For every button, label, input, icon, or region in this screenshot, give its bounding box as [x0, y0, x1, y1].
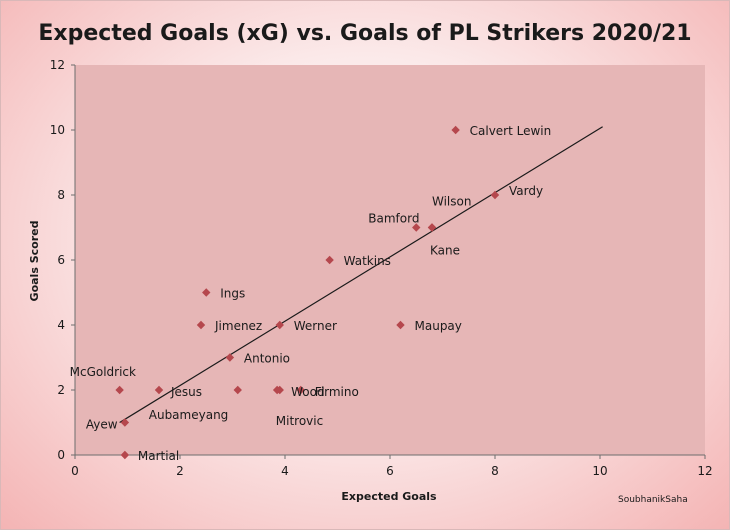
data-point-jimenez: [196, 320, 206, 330]
y-tick-labels: 0 2 4 6 8 10 12: [50, 58, 65, 462]
point-label-jesus: Jesus: [170, 385, 202, 399]
x-tick-labels: 0 2 4 6 8 10 12: [71, 464, 712, 478]
data-point-watkins: [325, 255, 334, 265]
point-label-antonio: Antonio: [244, 352, 290, 366]
data-point-maupay: [396, 320, 405, 330]
y-tick-label: 6: [57, 253, 65, 267]
data-point-bamford: [412, 223, 421, 232]
point-label-mcgoldrick: McGoldrick: [70, 365, 136, 379]
x-axis-title: Expected Goals: [341, 490, 437, 503]
y-tick-label: 10: [50, 123, 65, 137]
point-label-mitrovic: Mitrovic: [276, 414, 323, 428]
x-tick-label: 10: [592, 464, 607, 478]
y-tick-label: 12: [50, 58, 65, 72]
y-tick-label: 4: [57, 318, 65, 332]
data-point-antonio: [225, 353, 235, 362]
plot-area: [75, 65, 705, 455]
point-label-bamford: Bamford: [368, 212, 419, 226]
x-tick-label: 2: [176, 464, 184, 478]
point-label-ayew: Ayew: [86, 418, 118, 432]
credit-text: SoubhanikSaha: [618, 495, 688, 505]
point-label-wood: Wood: [291, 385, 324, 399]
x-tick-label: 12: [697, 464, 712, 478]
point-label-maupay: Maupay: [415, 319, 462, 333]
y-axis-title: Goals Scored: [28, 221, 41, 302]
x-tick-label: 0: [71, 464, 79, 478]
data-point-martial: [120, 450, 130, 460]
point-label-watkins: Watkins: [344, 254, 391, 268]
data-point-ings: [202, 288, 211, 297]
y-tick-label: 8: [57, 188, 65, 202]
axes: [71, 64, 706, 459]
x-tick-label: 8: [491, 464, 499, 478]
point-label-aubameyang: Aubameyang: [149, 408, 229, 422]
point-labels: Calvert Lewin Vardy Wilson Bamford Kane Watki…: [70, 124, 552, 463]
data-points: [115, 125, 500, 460]
data-point-mitrovic: [275, 385, 284, 395]
y-tick-label: 0: [57, 448, 65, 462]
data-point-mcgoldrick: [115, 385, 124, 395]
data-point-werner: [275, 320, 284, 330]
data-point-vardy: [490, 190, 500, 200]
data-point-firmino: [296, 385, 305, 395]
x-tick-label: 4: [281, 464, 289, 478]
data-point-jesus: [154, 385, 164, 395]
point-label-kane: Kane: [430, 244, 460, 258]
data-point-calvert-lewin: [451, 125, 460, 135]
point-label-calvert-lewin: Calvert Lewin: [470, 124, 552, 138]
point-label-ings: Ings: [220, 287, 245, 301]
point-label-wilson: Wilson: [432, 195, 471, 209]
point-label-werner: Werner: [294, 319, 337, 333]
data-point-kane: [427, 223, 437, 232]
x-tick-label: 6: [386, 464, 394, 478]
y-tick-label: 2: [57, 383, 65, 397]
chart-title: Expected Goals (xG) vs. Goals of PL Stri…: [38, 21, 691, 46]
trendline: [119, 126, 603, 424]
point-label-jimenez: Jimenez: [214, 319, 262, 333]
data-point-ayew: [120, 418, 130, 427]
point-label-firmino: Firmino: [315, 385, 359, 399]
point-label-martial: Martial: [138, 449, 179, 463]
point-label-vardy: Vardy: [509, 184, 543, 198]
trendline-path: [119, 126, 603, 424]
data-point-aubameyang: [233, 385, 242, 395]
